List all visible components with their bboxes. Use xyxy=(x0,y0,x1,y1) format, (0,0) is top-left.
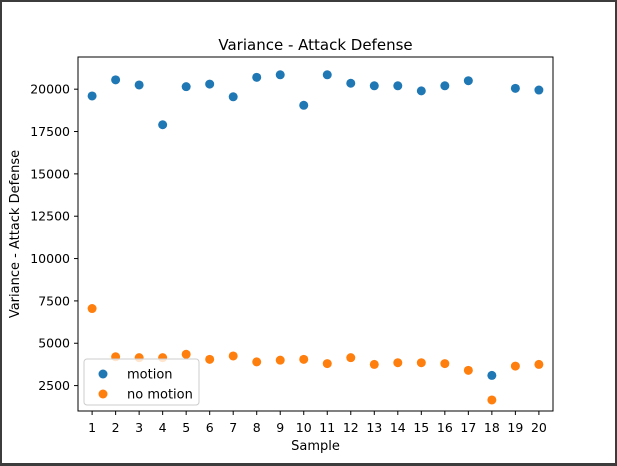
y-tick-label: 7500 xyxy=(38,293,70,308)
point-motion-16 xyxy=(440,81,450,91)
y-tick-label: 17500 xyxy=(30,124,70,139)
legend-label-motion: motion xyxy=(127,368,173,383)
y-tick-label: 5000 xyxy=(38,336,70,351)
legend: motion no motion xyxy=(83,358,200,406)
point-motion-2 xyxy=(111,75,121,85)
point-motion-11 xyxy=(322,70,332,80)
y-axis-label: Variance - Attack Defense xyxy=(8,150,23,318)
point-no-motion-5 xyxy=(181,349,191,359)
x-tick-label: 4 xyxy=(159,420,167,435)
point-no-motion-16 xyxy=(440,359,450,369)
point-motion-14 xyxy=(393,81,403,91)
point-motion-18 xyxy=(487,370,497,380)
point-no-motion-19 xyxy=(510,361,520,371)
data-points xyxy=(87,70,544,405)
chart-title: Variance - Attack Defense xyxy=(218,36,412,54)
point-no-motion-18 xyxy=(487,395,497,405)
x-tick-label: 18 xyxy=(484,420,500,435)
x-tick-label: 8 xyxy=(253,420,261,435)
point-no-motion-12 xyxy=(346,353,356,363)
x-tick-label: 13 xyxy=(366,420,382,435)
point-motion-5 xyxy=(181,82,191,92)
x-tick-label: 1 xyxy=(88,420,96,435)
x-tick-label: 11 xyxy=(319,420,335,435)
y-tick-label: 12500 xyxy=(30,209,70,224)
x-tick-label: 19 xyxy=(507,420,523,435)
point-no-motion-11 xyxy=(322,359,332,369)
x-tick-label: 12 xyxy=(343,420,359,435)
point-no-motion-20 xyxy=(534,359,544,369)
point-no-motion-6 xyxy=(205,354,215,364)
point-no-motion-1 xyxy=(87,304,97,314)
point-no-motion-7 xyxy=(228,351,238,361)
x-tick-label: 7 xyxy=(229,420,237,435)
point-no-motion-9 xyxy=(275,355,285,365)
x-tick-label: 6 xyxy=(206,420,214,435)
point-motion-10 xyxy=(299,100,309,110)
y-axis-ticks: 2500 5000 7500 10000 12500 15000 17500 20000 xyxy=(30,82,78,393)
point-motion-9 xyxy=(275,70,285,80)
x-tick-label: 10 xyxy=(296,420,312,435)
point-motion-8 xyxy=(252,72,262,82)
point-no-motion-8 xyxy=(252,357,262,367)
point-motion-17 xyxy=(463,76,473,86)
x-axis-label: Sample xyxy=(291,439,340,454)
point-motion-7 xyxy=(228,92,238,102)
point-motion-6 xyxy=(205,79,215,89)
point-motion-1 xyxy=(87,91,97,101)
legend-marker-motion xyxy=(98,369,108,379)
legend-label-no-motion: no motion xyxy=(127,388,193,403)
y-tick-label: 2500 xyxy=(38,378,70,393)
point-no-motion-13 xyxy=(369,359,379,369)
point-no-motion-14 xyxy=(393,358,403,368)
x-tick-label: 9 xyxy=(276,420,284,435)
x-tick-label: 15 xyxy=(413,420,429,435)
legend-marker-no-motion xyxy=(98,389,108,399)
x-tick-label: 20 xyxy=(531,420,547,435)
point-motion-4 xyxy=(158,120,168,130)
point-no-motion-10 xyxy=(299,354,309,364)
point-motion-12 xyxy=(346,78,356,88)
x-axis-ticks: 1 2 3 4 5 6 7 8 9 10 11 12 13 14 15 16 17 18 19 20 xyxy=(88,411,547,435)
point-motion-13 xyxy=(369,81,379,91)
y-tick-label: 20000 xyxy=(30,82,70,97)
y-tick-label: 15000 xyxy=(30,166,70,181)
x-tick-label: 2 xyxy=(112,420,120,435)
y-tick-label: 10000 xyxy=(30,251,70,266)
point-motion-19 xyxy=(510,83,520,93)
point-motion-3 xyxy=(134,80,144,90)
legend-box xyxy=(83,358,200,406)
x-tick-label: 17 xyxy=(460,420,476,435)
point-motion-20 xyxy=(534,85,544,95)
point-no-motion-15 xyxy=(416,358,426,368)
plot-area-frame xyxy=(77,56,554,412)
x-tick-label: 16 xyxy=(437,420,453,435)
point-no-motion-17 xyxy=(463,365,473,375)
x-tick-label: 14 xyxy=(390,420,406,435)
x-tick-label: 5 xyxy=(182,420,190,435)
point-motion-15 xyxy=(416,86,426,96)
x-tick-label: 3 xyxy=(135,420,143,435)
